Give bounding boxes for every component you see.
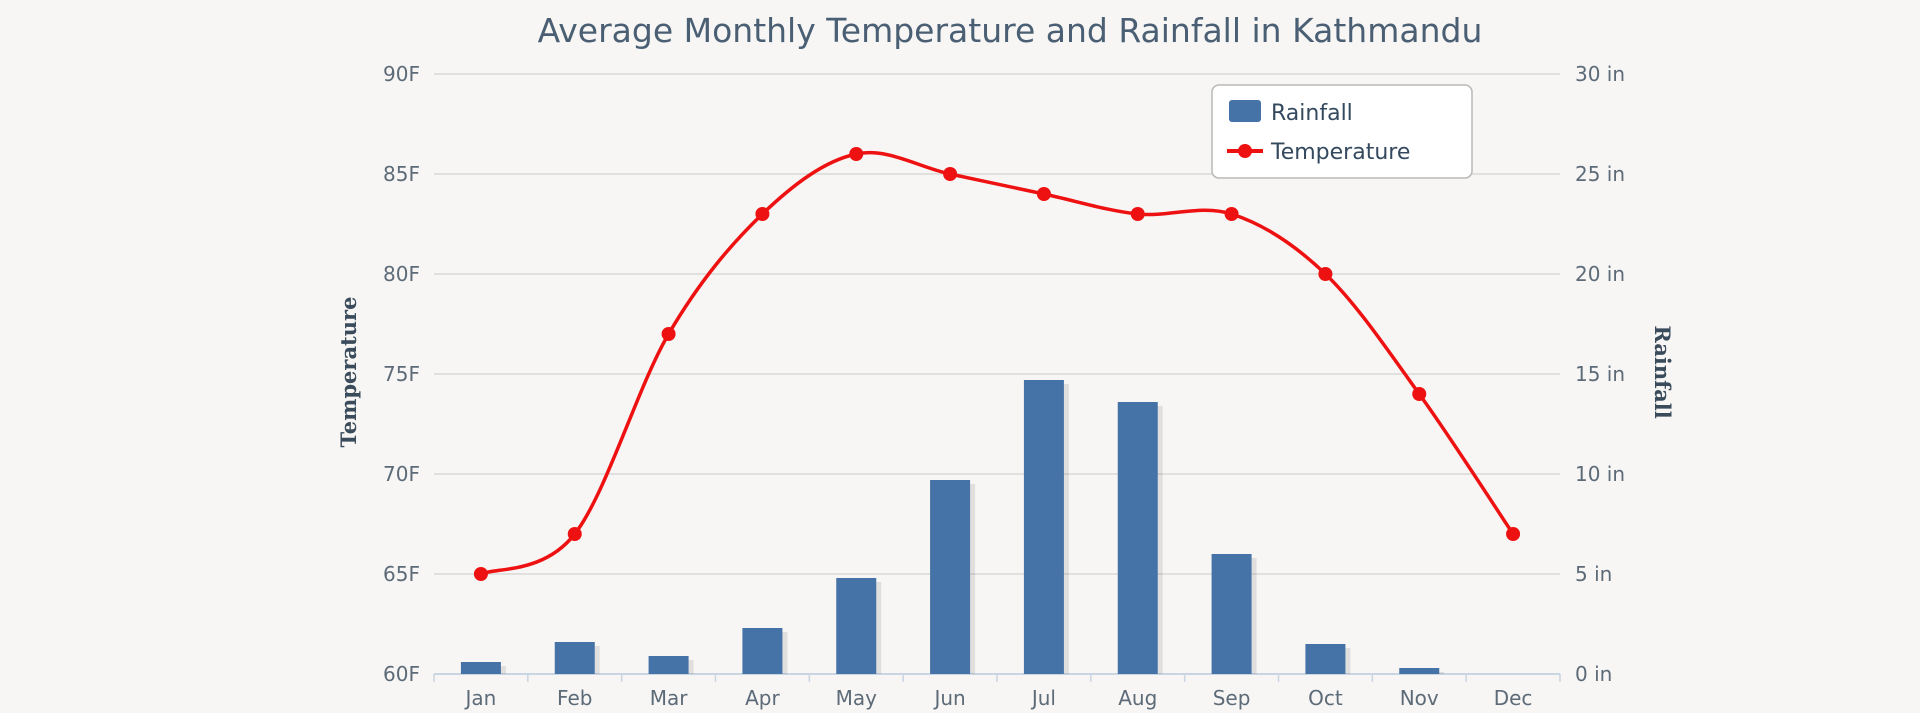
x-tick-label: Feb bbox=[557, 686, 592, 710]
left-tick-label: 85F bbox=[383, 162, 420, 186]
legend: Rainfall Temperature bbox=[1211, 84, 1473, 179]
rainfall-bar[interactable] bbox=[1117, 402, 1158, 674]
rainfall-bar[interactable] bbox=[1211, 554, 1252, 674]
x-tick-label: Oct bbox=[1308, 686, 1343, 710]
rainfall-bar[interactable] bbox=[460, 662, 501, 674]
left-tick-label: 65F bbox=[383, 562, 420, 586]
temperature-point[interactable] bbox=[1036, 187, 1051, 201]
rainfall-bar[interactable] bbox=[648, 656, 689, 674]
x-tick-label: Nov bbox=[1400, 686, 1439, 710]
rainfall-bar[interactable] bbox=[1399, 668, 1440, 674]
x-axis-ticks: Jan Feb Mar Apr May Jun Jul Aug Sep Oct Nov Dec bbox=[433, 674, 1561, 710]
x-tick-label: Jul bbox=[1030, 686, 1056, 710]
left-axis-title: Temperature bbox=[336, 297, 361, 448]
right-tick-label: 25 in bbox=[1575, 162, 1625, 186]
x-tick-label: Sep bbox=[1213, 686, 1251, 710]
left-tick-label: 90F bbox=[383, 62, 420, 86]
temperature-point[interactable] bbox=[1412, 387, 1427, 401]
right-tick-label: 15 in bbox=[1575, 362, 1625, 386]
temperature-point[interactable] bbox=[1318, 267, 1333, 281]
rainfall-bar[interactable] bbox=[1305, 644, 1346, 674]
rainfall-bar[interactable] bbox=[742, 628, 783, 674]
x-tick-label: Jan bbox=[463, 686, 496, 710]
right-tick-label: 20 in bbox=[1575, 262, 1625, 286]
temperature-point[interactable] bbox=[1506, 527, 1521, 541]
temperature-point[interactable] bbox=[1130, 207, 1145, 221]
right-axis-ticks: 0 in 5 in 10 in 15 in 20 in 25 in 30 in bbox=[1575, 62, 1625, 686]
right-tick-label: 10 in bbox=[1575, 462, 1625, 486]
temperature-point[interactable] bbox=[755, 207, 770, 221]
rainfall-bar[interactable] bbox=[1023, 380, 1064, 674]
temperature-point[interactable] bbox=[567, 527, 582, 541]
chart-title: Average Monthly Temperature and Rainfall… bbox=[538, 11, 1483, 50]
right-axis-title: Rainfall bbox=[1650, 325, 1675, 418]
rainfall-bar[interactable] bbox=[836, 578, 877, 674]
legend-swatch-rainfall bbox=[1229, 100, 1261, 122]
right-tick-label: 30 in bbox=[1575, 62, 1625, 86]
left-tick-label: 75F bbox=[383, 362, 420, 386]
temperature-point[interactable] bbox=[943, 167, 958, 181]
temperature-line-path bbox=[479, 151, 1515, 576]
right-tick-label: 5 in bbox=[1575, 562, 1612, 586]
temperature-point[interactable] bbox=[473, 567, 488, 581]
temperature-line bbox=[473, 147, 1521, 581]
rainfall-bar[interactable] bbox=[554, 642, 595, 674]
x-tick-label: Mar bbox=[650, 686, 689, 710]
x-tick-label: Apr bbox=[745, 686, 780, 710]
right-tick-label: 0 in bbox=[1575, 662, 1612, 686]
rainfall-bars bbox=[460, 380, 1445, 674]
left-tick-label: 70F bbox=[383, 462, 420, 486]
legend-label-temperature[interactable]: Temperature bbox=[1270, 140, 1410, 165]
left-axis-ticks: 60F 65F 70F 75F 80F 85F 90F bbox=[383, 62, 420, 686]
legend-swatch-temperature-marker bbox=[1238, 144, 1252, 158]
temperature-point[interactable] bbox=[1224, 207, 1239, 221]
legend-label-rainfall[interactable]: Rainfall bbox=[1271, 101, 1353, 126]
x-tick-label: May bbox=[836, 686, 878, 710]
x-tick-label: Aug bbox=[1118, 686, 1157, 710]
rainfall-bar[interactable] bbox=[930, 480, 971, 674]
temperature-point[interactable] bbox=[661, 327, 676, 341]
temperature-point[interactable] bbox=[849, 147, 864, 161]
legend-box bbox=[1211, 84, 1473, 179]
left-tick-label: 80F bbox=[383, 262, 420, 286]
left-tick-label: 60F bbox=[383, 662, 420, 686]
x-tick-label: Dec bbox=[1494, 686, 1533, 710]
x-tick-label: Jun bbox=[932, 686, 965, 710]
